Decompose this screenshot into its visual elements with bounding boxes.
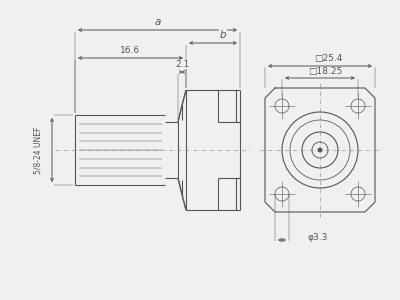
Circle shape	[318, 148, 322, 152]
Text: φ3.3: φ3.3	[307, 233, 327, 242]
Text: 16.6: 16.6	[120, 46, 140, 55]
Text: b: b	[220, 30, 226, 40]
Text: □18.25: □18.25	[308, 67, 342, 76]
Text: 5/8-24 UNEF: 5/8-24 UNEF	[34, 126, 42, 174]
Text: a: a	[154, 17, 161, 27]
Text: □25.4: □25.4	[314, 54, 342, 63]
Text: 2.1: 2.1	[175, 60, 189, 69]
